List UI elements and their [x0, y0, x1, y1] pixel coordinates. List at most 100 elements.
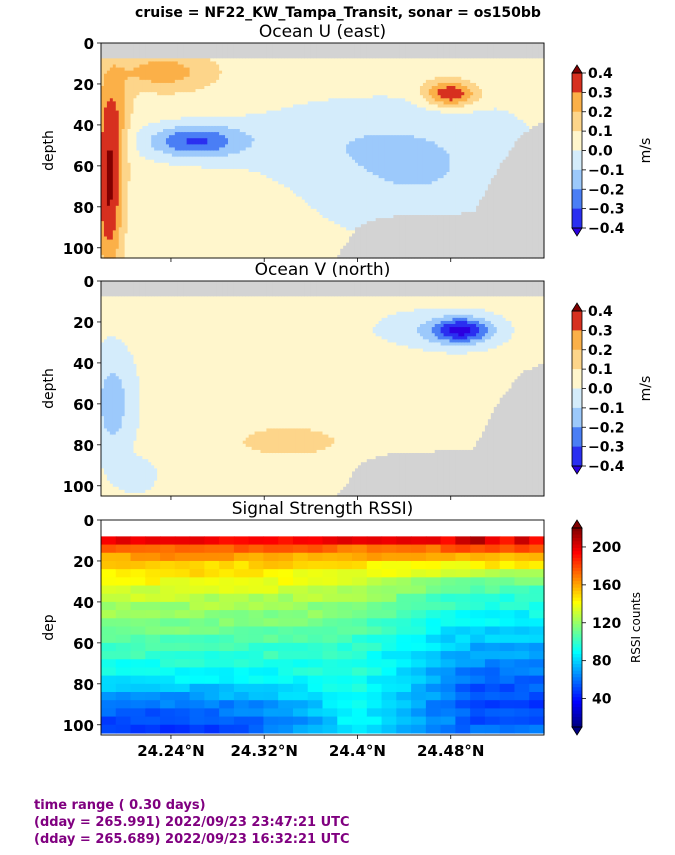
contour-cell: [399, 345, 403, 454]
contour-cell: [363, 58, 368, 99]
contour-cell: [233, 43, 238, 59]
contour-cell: [177, 119, 182, 127]
rssi-cell: [381, 700, 397, 709]
rssi-cell: [514, 626, 530, 636]
rssi-cell: [366, 610, 383, 619]
contour-cell: [101, 86, 105, 133]
contour-cell: [425, 281, 430, 297]
rssi-cell: [278, 634, 294, 644]
rssi-cell: [455, 585, 471, 595]
contour-cell: [446, 324, 451, 337]
rssi-cell: [130, 683, 146, 693]
contour-cell: [508, 43, 513, 59]
rssi-cell: [219, 585, 235, 595]
rssi-cell: [130, 585, 146, 595]
rssi-cell: [484, 634, 501, 644]
contour-cell: [496, 281, 501, 297]
contour-cell: [245, 446, 250, 497]
colorbar-band: [572, 600, 582, 605]
contour-cell: [239, 281, 244, 297]
contour-cell: [490, 413, 495, 497]
rssi-cell: [499, 610, 516, 619]
rssi-cell: [529, 651, 545, 660]
contour-cell: [484, 327, 489, 334]
contour-cell: [222, 125, 226, 136]
contour-cell: [186, 138, 191, 145]
rssi-cell: [307, 601, 324, 611]
rssi-cell: [366, 577, 383, 587]
contour-cell: [213, 82, 217, 118]
rssi-cell: [174, 667, 191, 677]
contour-cell: [479, 89, 483, 99]
contour-cell: [443, 150, 448, 176]
contour-cell: [198, 138, 203, 145]
contour-cell: [136, 492, 140, 497]
rssi-cell: [396, 651, 412, 660]
rssi-cell: [101, 569, 117, 578]
colorbar-band: [572, 544, 582, 549]
colorbar-frame: [571, 527, 583, 728]
contour-cell: [157, 132, 161, 152]
rssi-cell: [130, 675, 146, 685]
contour-cell: [154, 480, 158, 497]
rssi-cell: [204, 585, 220, 595]
rssi-cell: [174, 585, 191, 595]
contour-cell: [201, 43, 205, 59]
contour-cell: [233, 129, 238, 155]
contour-cell: [257, 281, 262, 297]
rssi-cell: [115, 634, 132, 644]
contour-cell: [481, 196, 486, 259]
contour-cell: [284, 187, 288, 259]
contour-cell: [319, 449, 324, 497]
contour-cell: [216, 79, 220, 118]
contour-cell: [260, 296, 265, 433]
contour-cell: [207, 86, 211, 118]
contour-cell: [437, 296, 442, 310]
rssi-cell: [425, 700, 442, 709]
colorbar-band: [572, 673, 582, 678]
colorbar-band: [572, 189, 582, 210]
contour-cell: [331, 58, 335, 99]
contour-cell: [517, 119, 521, 139]
contour-cell: [425, 339, 430, 353]
contour-cell: [254, 172, 259, 259]
contour-cell: [183, 76, 188, 93]
contour-cell: [461, 107, 465, 115]
contour-cell: [381, 218, 386, 259]
rssi-cell: [337, 593, 353, 603]
contour-cell: [490, 311, 495, 325]
contour-cell: [334, 296, 338, 497]
contour-cell: [168, 153, 173, 167]
contour-cell: [360, 296, 365, 463]
contour-cell: [499, 314, 504, 347]
contour-cell: [254, 449, 259, 497]
rssi-cell: [189, 659, 205, 669]
rssi-cell: [366, 675, 383, 685]
contour-cell: [381, 178, 386, 219]
contour-cell: [115, 248, 120, 259]
contour-cell: [106, 336, 111, 377]
contour-cell: [455, 320, 459, 328]
contour-cell: [136, 456, 140, 494]
contour-cell: [422, 281, 427, 297]
rssi-cell: [278, 569, 294, 578]
contour-cell: [372, 459, 377, 497]
rssi-cell: [484, 683, 501, 693]
contour-cell: [201, 296, 205, 497]
contour-cell: [248, 172, 253, 259]
colorbar-band: [572, 407, 582, 428]
contour-cell: [325, 434, 329, 448]
rssi-cell: [292, 651, 309, 660]
colorbar-tick-label: −0.1: [588, 163, 625, 179]
contour-cell: [481, 431, 486, 497]
colorbar-band: [572, 369, 582, 390]
contour-cell: [390, 314, 394, 344]
contour-cell: [242, 296, 247, 442]
rssi-cell: [411, 577, 427, 587]
rssi-cell: [219, 659, 235, 669]
contour-cell: [290, 296, 294, 430]
contour-cell: [464, 281, 468, 297]
rssi-cell: [292, 659, 309, 669]
colorbar-band: [572, 534, 582, 539]
rssi-cell: [322, 536, 338, 546]
